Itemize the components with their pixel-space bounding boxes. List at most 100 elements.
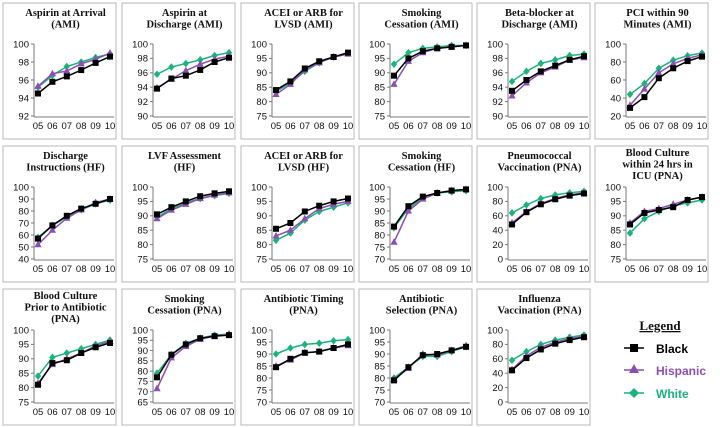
panel-title-line: (PNA) [289,306,318,317]
data-point-black [391,377,397,384]
data-point-black [287,220,294,226]
x-tick-label: 07 [654,264,665,275]
x-tick-label: 05 [152,121,163,132]
data-point-white [405,48,412,57]
data-point-black [301,65,308,72]
y-tick-label: 85 [137,356,148,367]
x-tick-label: 07 [181,264,192,275]
y-tick-label: 90 [137,346,148,357]
data-point-black [509,221,515,228]
x-tick-label: 09 [209,407,220,418]
x-tick-label: 05 [389,264,400,275]
panel-frame [476,2,591,140]
panel-title-line: Selection (PNA) [386,306,458,317]
legend: Legend Black Hispanic White [624,318,706,401]
legend-label-black: Black [656,342,688,356]
y-tick-label: 98 [18,57,29,68]
y-tick-label: 100 [132,39,148,50]
y-tick-label: 40 [18,254,29,265]
panel-frame [476,145,591,283]
panel-title-line: LVSD (HF) [278,163,330,174]
data-point-black [63,73,70,80]
x-tick-label: 09 [446,407,457,418]
data-point-white [344,335,352,344]
data-point-black [197,335,204,342]
data-point-white [508,77,516,86]
data-point-black [463,186,469,193]
x-tick-label: 09 [682,121,693,132]
y-tick-label: 65 [137,397,148,408]
y-tick-label: 75 [374,242,385,253]
data-point-hispanic [404,207,412,214]
y-tick-label: 80 [18,383,29,394]
panel-title-line: Prior to Antibiotic [24,303,106,314]
panel-title-line: Aspirin at [162,8,208,19]
data-point-black [448,347,455,354]
data-point-hispanic [48,226,56,233]
data-point-black [330,198,337,205]
data-point-black [168,75,175,82]
x-tick-label: 07 [418,121,429,132]
y-tick-label: 95 [18,340,29,351]
panel-0: Aspirin at Arrival(AMI) 92 94 96 98 100 05 06 07… [2,2,117,140]
x-tick-label: 06 [521,121,532,132]
data-point-black [434,190,441,196]
data-point-black [419,48,426,55]
data-point-black [287,355,294,362]
y-tick-label: 95 [256,337,267,348]
x-tick-label: 07 [300,407,311,418]
x-tick-label: 10 [579,407,590,418]
y-tick-label: 80 [256,97,267,108]
x-tick-label: 07 [181,407,192,418]
x-tick-label: 05 [33,121,44,132]
data-point-hispanic [669,59,677,67]
x-tick-label: 05 [33,264,44,275]
data-point-black [581,334,587,341]
data-point-black [273,364,279,371]
data-point-black [699,194,705,201]
data-point-black [552,196,559,203]
y-tick-label: 92 [18,111,29,122]
x-tick-label: 09 [446,121,457,132]
x-tick-label: 05 [625,121,636,132]
y-tick-label: 85 [374,83,385,94]
x-tick-label: 08 [76,121,87,132]
panel-title-line: PCI within 90 [626,8,688,19]
x-tick-label: 08 [432,264,443,275]
x-tick-label: 05 [389,407,400,418]
x-tick-label: 10 [105,121,116,132]
y-tick-label: 75 [374,111,385,122]
x-tick-label: 08 [314,264,325,275]
panel-7: LVF Assessment(HF) 75 80 85 90 95 100 05 06 07 08 0… [121,145,236,283]
x-tick-label: 10 [343,407,354,418]
x-tick-label: 07 [181,121,192,132]
x-tick-label: 10 [461,121,472,132]
x-tick-label: 06 [47,264,58,275]
x-tick-label: 05 [507,121,518,132]
x-tick-label: 06 [285,407,296,418]
y-tick-label: 85 [256,226,267,237]
y-tick-label: 95 [256,54,267,65]
data-point-black [641,94,648,101]
panel-title-line: Discharge (AMI) [146,20,223,31]
legend-marker-hispanic [629,364,639,373]
x-tick-label: 10 [224,407,235,418]
x-tick-label: 05 [389,121,400,132]
data-point-black [566,337,573,344]
y-tick-label: 100 [487,325,503,336]
panel-title-line: Discharge [43,151,88,162]
panel-title-line: Vaccination (PNA) [498,163,582,174]
data-point-black [670,204,677,211]
x-tick-label: 10 [343,264,354,275]
x-tick-label: 09 [564,121,575,132]
y-tick-label: 20 [610,111,621,122]
y-tick-label: 95 [610,197,621,208]
y-tick-label: 80 [610,57,621,68]
data-point-black [552,62,559,69]
y-tick-label: 85 [137,226,148,237]
data-point-black [566,56,573,63]
